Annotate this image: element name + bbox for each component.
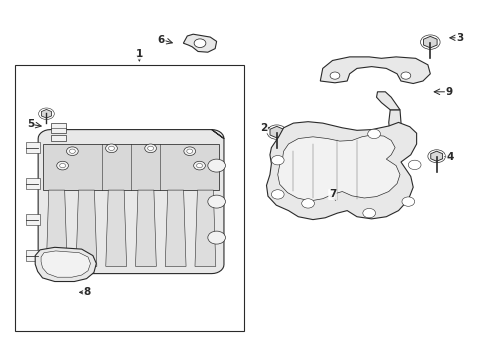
Circle shape <box>301 199 314 208</box>
Circle shape <box>108 146 114 150</box>
Polygon shape <box>388 110 401 148</box>
Polygon shape <box>277 135 399 201</box>
Bar <box>26 214 40 225</box>
Circle shape <box>194 39 205 48</box>
Text: 5: 5 <box>27 119 34 129</box>
Text: 3: 3 <box>455 33 462 43</box>
Polygon shape <box>35 247 96 282</box>
Polygon shape <box>38 130 224 274</box>
Polygon shape <box>41 251 90 277</box>
Circle shape <box>207 231 225 244</box>
Bar <box>51 123 66 133</box>
Polygon shape <box>76 190 97 266</box>
Polygon shape <box>195 190 215 266</box>
Polygon shape <box>135 190 156 266</box>
Bar <box>51 135 66 141</box>
Bar <box>43 144 219 190</box>
Polygon shape <box>376 92 399 110</box>
Polygon shape <box>423 36 436 48</box>
Circle shape <box>193 161 205 170</box>
Circle shape <box>144 144 156 153</box>
Circle shape <box>57 161 68 170</box>
Circle shape <box>329 72 339 79</box>
Circle shape <box>362 208 375 218</box>
Polygon shape <box>183 34 216 52</box>
Circle shape <box>105 144 117 153</box>
Polygon shape <box>105 190 126 266</box>
Circle shape <box>207 195 225 208</box>
Polygon shape <box>165 190 185 266</box>
Circle shape <box>147 146 153 150</box>
Circle shape <box>207 159 225 172</box>
Circle shape <box>271 156 284 165</box>
Circle shape <box>400 72 410 79</box>
Circle shape <box>367 129 380 139</box>
Circle shape <box>407 160 420 170</box>
Polygon shape <box>41 109 51 118</box>
Circle shape <box>401 197 414 206</box>
Text: 8: 8 <box>83 287 90 297</box>
Circle shape <box>69 149 75 153</box>
Text: 9: 9 <box>445 87 451 97</box>
Circle shape <box>196 163 202 168</box>
Bar <box>15 65 244 331</box>
Text: 4: 4 <box>445 152 453 162</box>
Bar <box>26 178 40 189</box>
Bar <box>26 142 40 153</box>
Text: 1: 1 <box>136 49 142 59</box>
Polygon shape <box>430 151 442 161</box>
Circle shape <box>186 149 192 153</box>
Text: 6: 6 <box>158 35 164 45</box>
Bar <box>26 250 40 261</box>
Circle shape <box>183 147 195 156</box>
Text: 7: 7 <box>328 189 336 199</box>
Polygon shape <box>269 126 283 138</box>
Text: 2: 2 <box>260 123 267 133</box>
Circle shape <box>66 147 78 156</box>
Circle shape <box>60 163 65 168</box>
Polygon shape <box>46 190 67 266</box>
Polygon shape <box>266 122 416 220</box>
Circle shape <box>271 190 284 199</box>
Polygon shape <box>320 57 429 84</box>
